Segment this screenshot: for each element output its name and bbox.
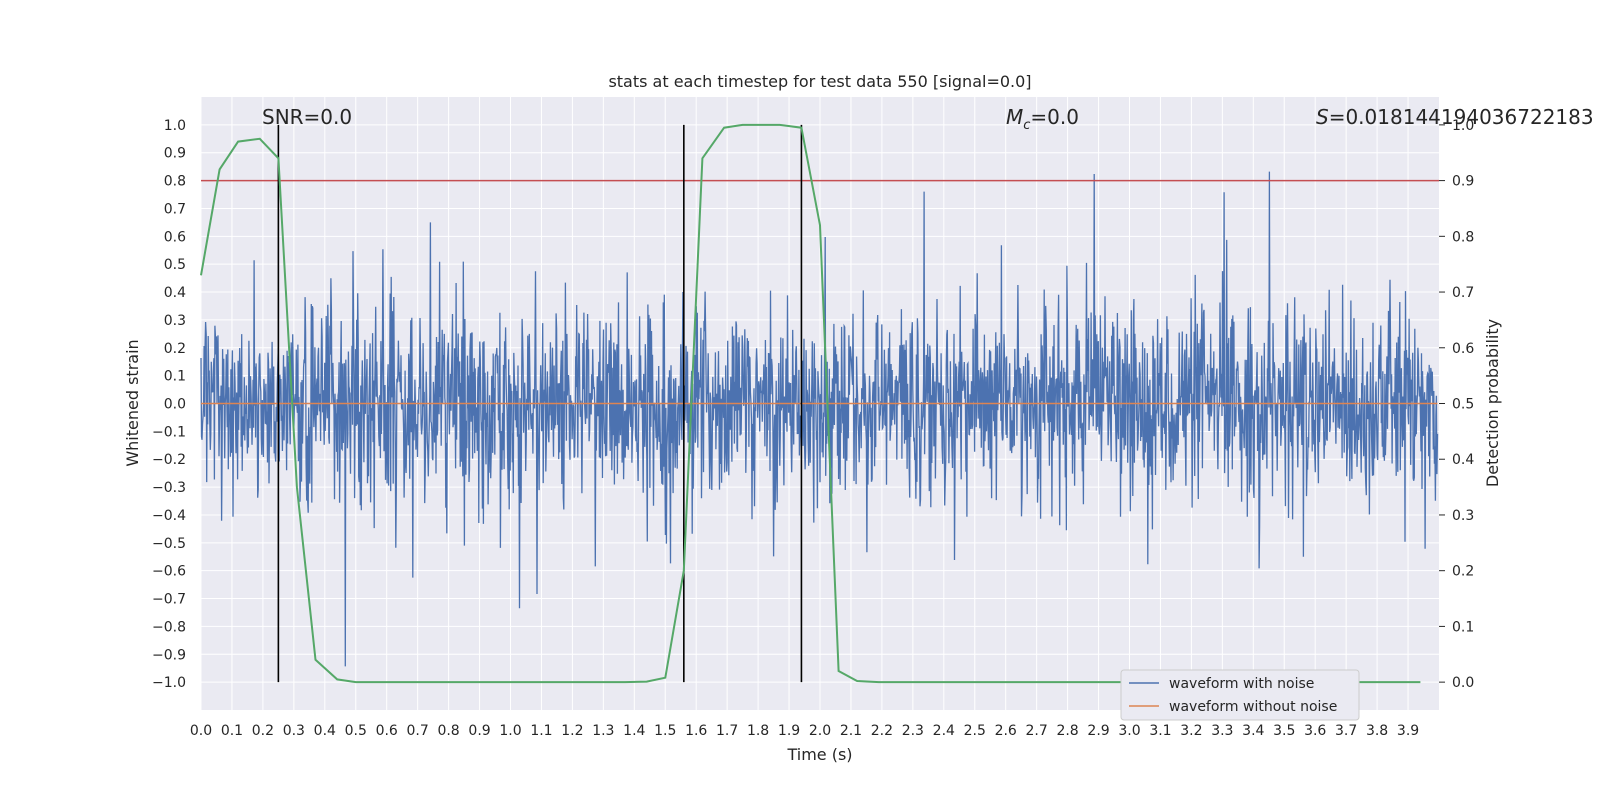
y2-axis-label: Detection probability xyxy=(1483,319,1502,487)
legend-label-noise: waveform with noise xyxy=(1169,676,1314,692)
x-tick-label: 2.4 xyxy=(933,723,955,739)
y-tick-label: −0.1 xyxy=(152,424,186,440)
x-axis-label: Time (s) xyxy=(786,745,852,764)
x-tick-label: 2.8 xyxy=(1056,723,1078,739)
y-tick-label: −0.6 xyxy=(152,564,186,580)
y-tick-labels: 1.0 0.9 0.8 0.7 0.6 0.5 0.4 0.3 0.2 0.1 0.0 −0.1 −0.… xyxy=(152,118,186,691)
s-value: =0.018144194036722183 xyxy=(1329,105,1594,129)
x-tick-label: 1.2 xyxy=(561,723,583,739)
y-tick-label: 0.9 xyxy=(164,146,186,162)
x-tick-label: 0.2 xyxy=(252,723,274,739)
y-tick-label: 0.6 xyxy=(164,229,186,245)
x-tick-label: 2.9 xyxy=(1087,723,1109,739)
waveform-with-noise-line xyxy=(200,171,1439,667)
y-tick-label: 0.7 xyxy=(164,201,186,217)
x-tick-label: 1.8 xyxy=(747,723,769,739)
y2-tick-label: 0.8 xyxy=(1452,229,1474,245)
x-tick-label: 0.3 xyxy=(283,723,305,739)
y-tick-label: −0.3 xyxy=(152,480,186,496)
x-tick-label: 3.1 xyxy=(1149,723,1171,739)
x-tick-label: 1.7 xyxy=(716,723,738,739)
x-tick-labels: 0.0 0.1 0.2 0.3 0.4 0.5 0.6 0.7 0.8 0.9 1.0 1.1 1.2 1… xyxy=(190,723,1419,739)
x-tick-label: 1.1 xyxy=(530,723,552,739)
y2-tick-label: 0.2 xyxy=(1452,564,1474,580)
y-tick-label: 0.5 xyxy=(164,257,186,273)
y-tick-label: 0.3 xyxy=(164,313,186,329)
y2-tick-label: 0.9 xyxy=(1452,174,1474,190)
x-tick-label: 3.3 xyxy=(1211,723,1233,739)
y-tick-label: 0.4 xyxy=(164,285,186,301)
y2-tick-label: 0.7 xyxy=(1452,285,1474,301)
x-tick-label: 1.5 xyxy=(654,723,676,739)
y-tick-label: −1.0 xyxy=(152,675,186,691)
x-tick-label: 2.0 xyxy=(809,723,831,739)
s-annotation: S=0.018144194036722183 xyxy=(1316,105,1594,129)
chart-title: stats at each timestep for test data 550… xyxy=(608,72,1031,91)
y-tick-label: −0.8 xyxy=(152,619,186,635)
chirp-mass-value: =0.0 xyxy=(1030,105,1079,129)
x-tick-label: 0.7 xyxy=(407,723,429,739)
x-tick-label: 3.2 xyxy=(1180,723,1202,739)
x-tick-label: 2.6 xyxy=(995,723,1017,739)
y2-tick-label: 0.3 xyxy=(1452,508,1474,524)
x-tick-label: 3.9 xyxy=(1397,723,1419,739)
y2-tick-label: 0.4 xyxy=(1452,452,1474,468)
x-tick-label: 2.7 xyxy=(1026,723,1048,739)
y-tick-label: 0.8 xyxy=(164,174,186,190)
y-tick-label: −0.7 xyxy=(152,592,186,608)
y-tick-label: 0.2 xyxy=(164,341,186,357)
y-axis-label: Whitened strain xyxy=(123,339,142,466)
y-tick-label: 0.0 xyxy=(164,397,186,413)
x-tick-label: 1.0 xyxy=(499,723,521,739)
x-tick-label: 3.8 xyxy=(1366,723,1388,739)
y-tick-label: −0.5 xyxy=(152,536,186,552)
x-tick-label: 2.3 xyxy=(902,723,924,739)
y2-tick-label: 0.1 xyxy=(1452,619,1474,635)
x-tick-label: 0.8 xyxy=(437,723,459,739)
x-tick-label: 3.5 xyxy=(1273,723,1295,739)
y2-tick-label: 0.0 xyxy=(1452,675,1474,691)
y-tick-label: 1.0 xyxy=(164,118,186,134)
legend-box xyxy=(1120,669,1360,721)
x-tick-label: 3.4 xyxy=(1242,723,1264,739)
y-tick-label: −0.9 xyxy=(152,647,186,663)
x-tick-label: 0.1 xyxy=(221,723,243,739)
x-tick-label: 2.2 xyxy=(871,723,893,739)
x-tick-label: 0.0 xyxy=(190,723,212,739)
x-tick-label: 0.6 xyxy=(376,723,398,739)
x-tick-label: 2.5 xyxy=(964,723,986,739)
x-tick-label: 2.1 xyxy=(840,723,862,739)
x-tick-label: 1.9 xyxy=(778,723,800,739)
x-tick-label: 3.7 xyxy=(1335,723,1357,739)
x-tick-label: 0.5 xyxy=(345,723,367,739)
y2-tick-labels: 1.0 0.9 0.8 0.7 0.6 0.5 0.4 0.3 0.2 0.1 0.0 xyxy=(1439,118,1474,691)
x-tick-label: 0.4 xyxy=(314,723,336,739)
chirp-mass-symbol: M xyxy=(1006,105,1023,129)
y-tick-label: −0.4 xyxy=(152,508,186,524)
x-tick-label: 1.4 xyxy=(623,723,645,739)
y2-tick-label: 1.0 xyxy=(1452,118,1474,134)
y-tick-label: −0.2 xyxy=(152,452,186,468)
x-tick-label: 0.9 xyxy=(468,723,490,739)
x-tick-label: 3.0 xyxy=(1118,723,1140,739)
x-tick-label: 1.6 xyxy=(685,723,707,739)
legend: waveform with noise waveform without noi… xyxy=(1120,669,1360,721)
legend-label-clean: waveform without noise xyxy=(1169,699,1337,715)
chirp-mass-subscript: c xyxy=(1023,118,1030,133)
y2-tick-label: 0.5 xyxy=(1452,397,1474,413)
y-tick-label: 0.1 xyxy=(164,369,186,385)
chirp-mass-annotation: Mc=0.0 xyxy=(1006,105,1079,133)
x-tick-label: 1.3 xyxy=(592,723,614,739)
s-symbol: S xyxy=(1316,105,1329,129)
y2-tick-label: 0.6 xyxy=(1452,341,1474,357)
snr-annotation: SNR=0.0 xyxy=(262,105,352,129)
x-tick-label: 3.6 xyxy=(1304,723,1326,739)
